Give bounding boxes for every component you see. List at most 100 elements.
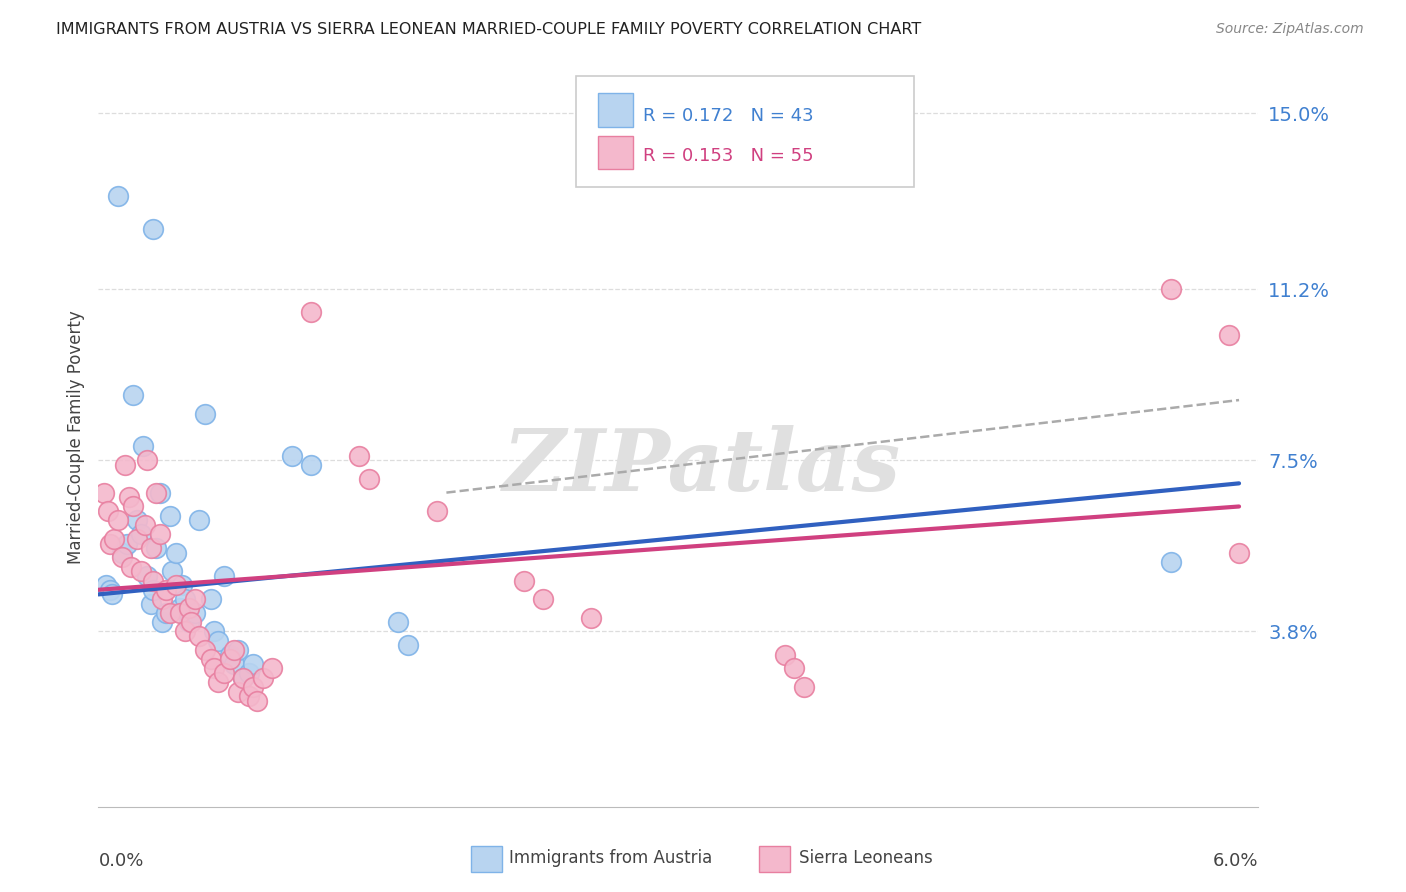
Point: [222, 657, 245, 671]
Point: [118, 490, 141, 504]
Point: [180, 615, 202, 630]
Point: [97, 504, 120, 518]
Text: 0.0%: 0.0%: [98, 853, 143, 871]
Point: [120, 559, 142, 574]
Text: IMMIGRANTS FROM AUSTRIA VS SIERRA LEONEAN MARRIED-COUPLE FAMILY POVERTY CORRELAT: IMMIGRANTS FROM AUSTRIA VS SIERRA LEONEA…: [56, 22, 921, 37]
Point: [207, 675, 229, 690]
Point: [783, 661, 806, 675]
Point: [141, 582, 165, 597]
Point: [155, 606, 177, 620]
Point: [513, 574, 536, 588]
Point: [135, 453, 157, 467]
Point: [132, 439, 155, 453]
Point: [262, 661, 284, 675]
Point: [96, 578, 118, 592]
Point: [242, 680, 264, 694]
Point: [129, 527, 152, 541]
Point: [357, 472, 380, 486]
Point: [127, 532, 149, 546]
Point: [299, 458, 322, 472]
Point: [155, 582, 177, 597]
Point: [299, 305, 322, 319]
Text: R = 0.153   N = 55: R = 0.153 N = 55: [643, 147, 813, 165]
Point: [212, 666, 235, 681]
Point: [184, 592, 207, 607]
Point: [184, 606, 207, 620]
Point: [238, 689, 260, 703]
Point: [232, 671, 254, 685]
Point: [135, 569, 157, 583]
Point: [122, 388, 145, 402]
Point: [98, 582, 121, 597]
Point: [141, 222, 165, 236]
Point: [127, 513, 149, 527]
Text: Sierra Leoneans: Sierra Leoneans: [799, 849, 932, 867]
Point: [149, 485, 172, 500]
Point: [149, 527, 172, 541]
Point: [107, 513, 129, 527]
Point: [101, 587, 124, 601]
Point: [773, 648, 796, 662]
Point: [174, 592, 197, 607]
Text: Source: ZipAtlas.com: Source: ZipAtlas.com: [1216, 22, 1364, 37]
Point: [238, 666, 260, 681]
Point: [129, 564, 152, 578]
Point: [165, 578, 187, 592]
Text: R = 0.172   N = 43: R = 0.172 N = 43: [643, 107, 813, 125]
Point: [349, 449, 371, 463]
Point: [159, 606, 181, 620]
Point: [122, 500, 145, 514]
Point: [1218, 328, 1240, 343]
Point: [111, 546, 132, 560]
Point: [139, 597, 162, 611]
Point: [252, 671, 274, 685]
Point: [246, 694, 269, 708]
Point: [387, 615, 409, 630]
Point: [103, 532, 125, 546]
Point: [107, 189, 129, 203]
Point: [1160, 555, 1182, 569]
Point: [170, 578, 193, 592]
Point: [145, 485, 167, 500]
Point: [226, 643, 249, 657]
Point: [141, 574, 165, 588]
Point: [219, 652, 242, 666]
Point: [194, 643, 217, 657]
Point: [169, 606, 191, 620]
Y-axis label: Married-Couple Family Poverty: Married-Couple Family Poverty: [66, 310, 84, 564]
Point: [222, 643, 245, 657]
Point: [204, 624, 226, 639]
Point: [134, 518, 156, 533]
Point: [281, 449, 304, 463]
Point: [212, 569, 235, 583]
Text: 6.0%: 6.0%: [1213, 853, 1258, 871]
Point: [1160, 282, 1182, 296]
Point: [194, 407, 217, 421]
Point: [531, 592, 554, 607]
Point: [93, 485, 115, 500]
Point: [174, 624, 197, 639]
Point: [111, 550, 132, 565]
Point: [1227, 546, 1250, 560]
Point: [226, 684, 249, 698]
Point: [581, 610, 603, 624]
Point: [179, 601, 201, 615]
Point: [159, 508, 181, 523]
Point: [242, 657, 264, 671]
Text: ZIPatlas: ZIPatlas: [502, 425, 901, 508]
Point: [179, 615, 201, 630]
Point: [169, 601, 191, 615]
Point: [150, 592, 173, 607]
Point: [793, 680, 815, 694]
Point: [396, 638, 419, 652]
Point: [150, 615, 173, 630]
Point: [165, 546, 187, 560]
Point: [232, 671, 254, 685]
Point: [188, 513, 211, 527]
Point: [207, 633, 229, 648]
Point: [188, 629, 211, 643]
Point: [200, 592, 222, 607]
Text: Immigrants from Austria: Immigrants from Austria: [509, 849, 713, 867]
Point: [114, 458, 136, 472]
Point: [145, 541, 167, 555]
